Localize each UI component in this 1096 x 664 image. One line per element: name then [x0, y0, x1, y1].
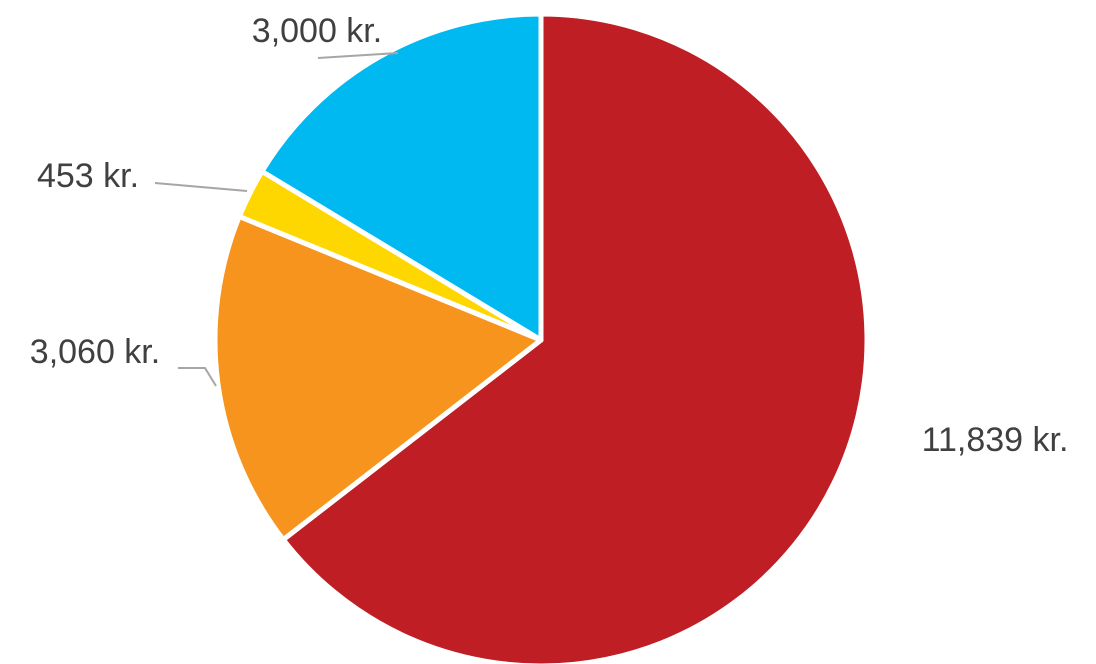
pie-slice: [259, 11, 544, 343]
leader-line: [317, 52, 399, 59]
data-label: 3,000 kr.: [252, 12, 382, 50]
pie-slice: [212, 213, 544, 543]
leader-line: [178, 367, 217, 387]
pie: [212, 11, 870, 664]
pie-slice: [280, 11, 870, 664]
leader-line: [154, 182, 248, 192]
data-label: 3,060 kr.: [30, 333, 160, 371]
data-label: 11,839 kr.: [922, 421, 1069, 459]
data-label: 453 kr.: [37, 157, 139, 195]
